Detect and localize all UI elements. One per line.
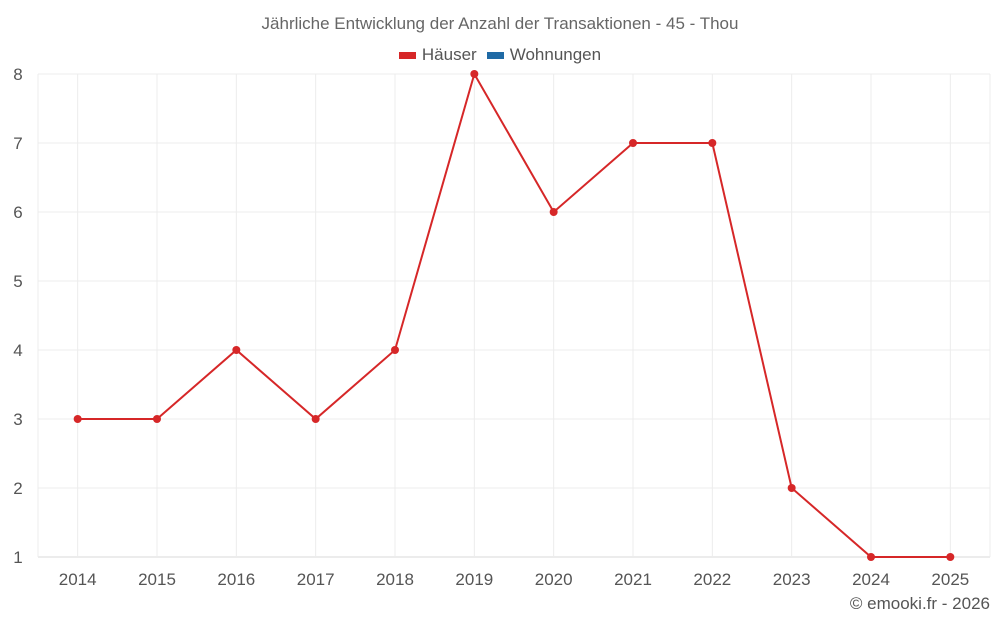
x-tick-label: 2019 xyxy=(455,570,493,589)
y-tick-label: 2 xyxy=(13,479,22,498)
data-point xyxy=(708,139,717,147)
legend-label: Häuser xyxy=(421,45,477,64)
x-tick-label: 2020 xyxy=(535,570,573,589)
legend: Häuser Wohnungen xyxy=(0,45,1000,65)
data-point xyxy=(232,346,241,354)
data-point xyxy=(946,553,955,561)
y-tick-label: 3 xyxy=(13,410,22,429)
data-point xyxy=(391,346,399,354)
data-point xyxy=(787,484,796,492)
chart-title: Jährliche Entwicklung der Anzahl der Tra… xyxy=(261,14,739,33)
legend-swatch-haeuser xyxy=(398,51,416,59)
y-tick-label: 6 xyxy=(13,203,22,222)
data-point xyxy=(73,415,82,423)
copyright-footer: © emooki.fr - 2026 xyxy=(849,594,990,613)
data-point xyxy=(311,415,320,423)
x-tick-label: 2021 xyxy=(614,570,652,589)
x-tick-label: 2015 xyxy=(138,570,176,589)
data-point xyxy=(549,208,558,216)
data-point xyxy=(629,139,637,147)
x-tick-label: 2017 xyxy=(297,570,335,589)
legend-item-wohnungen[interactable]: Wohnungen xyxy=(486,45,602,65)
y-tick-label: 1 xyxy=(13,548,22,567)
x-tick-label: 2023 xyxy=(773,570,811,589)
x-tick-label: 2014 xyxy=(59,570,97,589)
data-point xyxy=(153,415,161,423)
legend-label: Wohnungen xyxy=(509,45,602,64)
x-tick-label: 2016 xyxy=(217,570,255,589)
x-tick-label: 2022 xyxy=(693,570,731,589)
legend-swatch-wohnungen xyxy=(486,51,504,59)
x-tick-label: 2024 xyxy=(852,570,890,589)
x-tick-label: 2018 xyxy=(376,570,414,589)
data-point xyxy=(867,553,875,561)
data-point xyxy=(470,70,479,78)
y-tick-label: 4 xyxy=(13,341,22,360)
legend-item-haeuser[interactable]: Häuser xyxy=(398,45,477,65)
series-line xyxy=(77,71,951,558)
x-tick-label: 2025 xyxy=(931,570,969,589)
y-tick-label: 8 xyxy=(13,65,22,84)
y-tick-label: 5 xyxy=(13,272,22,291)
y-tick-label: 7 xyxy=(13,134,22,153)
